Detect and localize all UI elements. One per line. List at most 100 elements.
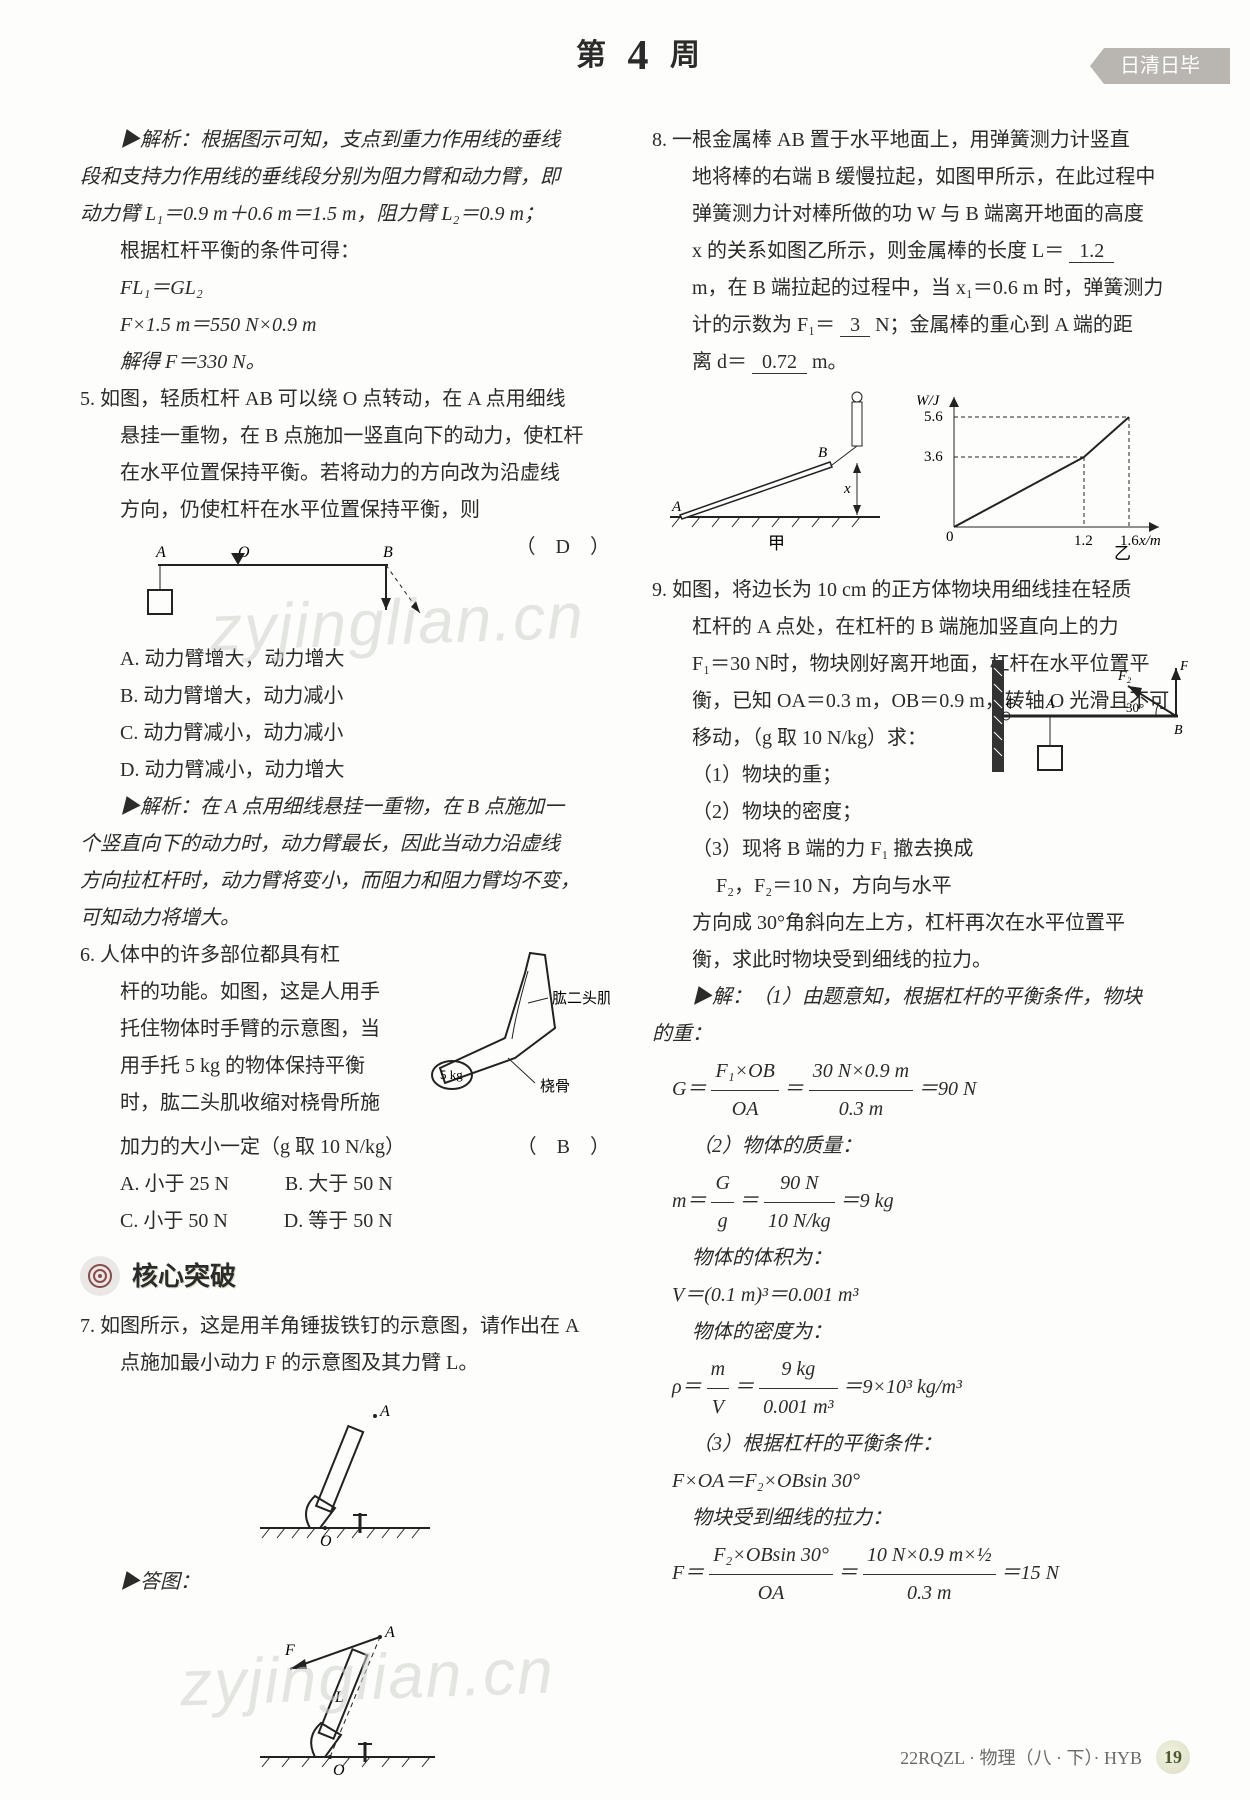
option: B. 大于 50 N xyxy=(285,1166,393,1203)
text: 杠杆的 A 点处，在杠杆的 B 端施加竖直向上的力 xyxy=(652,609,1182,646)
text: 用手托 5 kg 的物体保持平衡 xyxy=(80,1048,406,1085)
solution-text: ▶解：（1）由题意知，根据杠杆的平衡条件，物块 xyxy=(652,979,1182,1016)
lever-block-diagram: O A B F₁ F₂ 30° xyxy=(988,656,1188,776)
option-row: C. 小于 50 N D. 等于 50 N xyxy=(80,1203,610,1240)
text: 9. 如图，将边长为 10 cm 的正方体物块用细线挂在轻质 xyxy=(652,572,1182,609)
svg-text:F₁: F₁ xyxy=(1179,659,1188,674)
left-column: ▶解析：根据图示可知，支点到重力作用线的垂线 段和支持力作用线的垂线段分别为阻力… xyxy=(80,122,610,1793)
content-columns: ▶解析：根据图示可知，支点到重力作用线的垂线 段和支持力作用线的垂线段分别为阻力… xyxy=(80,122,1200,1793)
analysis-text: 个竖直向下的动力时，动力臂最长，因此当动力沿虚线 xyxy=(80,826,610,863)
svg-text:x: x xyxy=(843,481,851,497)
text: m，在 B 端拉起的过程中，当 x₁＝0.6 m 时，弹簧测力 xyxy=(652,270,1182,307)
label-a: A xyxy=(155,544,166,561)
solution-text: 物块受到细线的拉力： xyxy=(652,1500,1182,1537)
label: 5 kg xyxy=(440,1067,463,1082)
answer-blank: （ D ） xyxy=(476,529,610,566)
text: 30 N×0.9 m xyxy=(809,1053,913,1091)
text: ＝90 N xyxy=(918,1078,976,1100)
svg-text:A: A xyxy=(379,1403,390,1420)
text: ρ＝ xyxy=(672,1376,702,1398)
text: 在水平位置保持平衡。若将动力的方向改为沿虚线 xyxy=(80,455,610,492)
option: C. 动力臂减小，动力减小 xyxy=(80,715,610,752)
text: ＝ xyxy=(784,1078,804,1100)
text: 答图： xyxy=(140,1571,200,1593)
analysis-text: ▶解析：在 A 点用细线悬挂一重物，在 B 点施加一 xyxy=(80,789,610,826)
analysis-text: 动力臂 L₁＝0.9 m＋0.6 m＝1.5 m，阻力臂 L₂＝0.9 m； xyxy=(80,196,610,233)
solution-text: （3）根据杠杆的平衡条件： xyxy=(652,1426,1182,1463)
solution-text: 的重： xyxy=(652,1016,1182,1053)
text: （3）现将 B 端的力 F₁ 撤去换成 xyxy=(652,831,1182,868)
text: 加力的大小一定（g 取 10 N/kg） xyxy=(120,1136,405,1158)
option: A. 动力臂增大，动力增大 xyxy=(80,641,610,678)
text: 10 N/kg xyxy=(764,1203,835,1240)
text: x 的关系如图乙所示，则金属棒的长度 L＝ xyxy=(692,240,1064,262)
graph-wx: W/J x/m 0 3.6 5.6 1.2 1.6 乙 xyxy=(914,387,1174,562)
equation: FL₁＝GL₂ xyxy=(80,270,610,307)
text: ＝15 N xyxy=(1001,1562,1059,1584)
svg-text:A: A xyxy=(671,499,682,515)
text: 离 d＝ xyxy=(692,351,747,373)
svg-text:O: O xyxy=(320,1533,332,1550)
page-number: 19 xyxy=(1156,1740,1190,1774)
title-prefix: 第 xyxy=(576,39,610,72)
svg-text:B: B xyxy=(818,445,827,461)
answer: D xyxy=(556,536,570,558)
analysis-text: 根据杠杆平衡的条件可得： xyxy=(80,233,610,270)
solution-text: （2）物体的质量： xyxy=(652,1128,1182,1165)
svg-text:3.6: 3.6 xyxy=(924,449,943,465)
text: 7. 如图所示，这是用羊角锤拔铁钉的示意图，请作出在 A xyxy=(80,1308,610,1345)
text: 点施加最小动力 F 的示意图及其力臂 L。 xyxy=(80,1345,610,1382)
text: 物体的密度为： xyxy=(652,1314,1182,1351)
question-7: 7. 如图所示，这是用羊角锤拔铁钉的示意图，请作出在 A 点施加最小动力 F 的… xyxy=(80,1308,610,1787)
target-icon xyxy=(80,1256,120,1296)
right-column: 8. 一根金属棒 AB 置于水平地面上，用弹簧测力计竖直 地将棒的右端 B 缓慢… xyxy=(652,122,1182,1793)
week-number: 4 xyxy=(622,33,659,79)
label-b: B xyxy=(383,544,393,561)
option: A. 小于 25 N xyxy=(120,1166,229,1203)
arm-diagram: 5 kg 肱二头肌 桡骨 xyxy=(420,943,610,1123)
equation: 解得 F＝330 N。 xyxy=(80,344,610,381)
answer-label: ▶答图： xyxy=(80,1564,610,1601)
text: 方向成 30°角斜向左上方，杠杆再次在水平位置平 xyxy=(652,905,1182,942)
text: G＝ xyxy=(672,1078,706,1100)
answer: 0.72 xyxy=(752,351,807,374)
title-suffix: 周 xyxy=(670,39,704,72)
text: 5. 如图，轻质杠杆 AB 可以绕 O 点转动，在 A 点用细线 xyxy=(80,381,610,418)
svg-text:乙: 乙 xyxy=(1114,544,1131,562)
text: 地将棒的右端 B 缓慢拉起，如图甲所示，在此过程中 xyxy=(652,159,1182,196)
equation: ρ＝ mV ＝ 9 kg0.001 m³ ＝9×10³ kg/m³ xyxy=(652,1351,1182,1426)
question-5: 5. 如图，轻质杠杆 AB 可以绕 O 点转动，在 A 点用细线 悬挂一重物，在… xyxy=(80,381,610,789)
text: g xyxy=(711,1203,733,1240)
text: 计的示数为 F₁＝ xyxy=(692,314,835,336)
section-heading: 核心突破 xyxy=(80,1252,610,1300)
analysis-text: 段和支持力作用线的垂线段分别为阻力臂和动力臂，即 xyxy=(80,159,610,196)
answer-blank: （ B ） xyxy=(477,1129,610,1166)
text: 解析：在 A 点用细线悬挂一重物，在 B 点施加一 xyxy=(140,796,564,818)
option: D. 动力臂减小，动力增大 xyxy=(80,752,610,789)
text: F₁×OB xyxy=(711,1053,778,1091)
equation: F×OA＝F₂×OBsin 30° xyxy=(652,1463,1182,1500)
question-8: 8. 一根金属棒 AB 置于水平地面上，用弹簧测力计竖直 地将棒的右端 B 缓慢… xyxy=(652,122,1182,562)
label: 桡骨 xyxy=(540,1078,570,1095)
answer: B xyxy=(557,1136,570,1158)
analysis-text: 可知动力将增大。 xyxy=(80,900,610,937)
svg-text:A: A xyxy=(1045,697,1055,712)
page-header: 第 4 周 日清日毕 xyxy=(80,30,1200,110)
text: 衡，求此时物块受到细线的拉力。 xyxy=(652,942,1182,979)
text: 6. 人体中的许多部位都具有杠 xyxy=(80,937,406,974)
text: F＝ xyxy=(672,1562,704,1584)
footer-code: 22RQZL · 物理（八 · 下）· HYB xyxy=(900,1744,1142,1770)
text: 计的示数为 F₁＝ 3 N；金属棒的重心到 A 端的距 xyxy=(652,307,1182,344)
rod-diagram: A B x 甲 xyxy=(660,387,890,557)
page: zyjinglian.cn zyjinglian.cn 第 4 周 日清日毕 ▶… xyxy=(0,0,1250,1800)
text: 90 N xyxy=(764,1165,835,1203)
svg-text:x/m: x/m xyxy=(1138,533,1161,549)
text: 方向，仍使杠杆在水平位置保持平衡，则 （ D ） xyxy=(80,492,610,529)
text: 解析：根据图示可知，支点到重力作用线的垂线 xyxy=(140,129,560,151)
text: 悬挂一重物，在 B 点施加一竖直向下的动力，使杠杆 xyxy=(80,418,610,455)
svg-text:O: O xyxy=(333,1762,345,1779)
text: OA xyxy=(711,1091,778,1128)
answer: 3 xyxy=(840,314,870,337)
text: 时，肱二头肌收缩对桡骨所施 xyxy=(80,1085,406,1122)
text: 9 kg xyxy=(759,1351,837,1389)
